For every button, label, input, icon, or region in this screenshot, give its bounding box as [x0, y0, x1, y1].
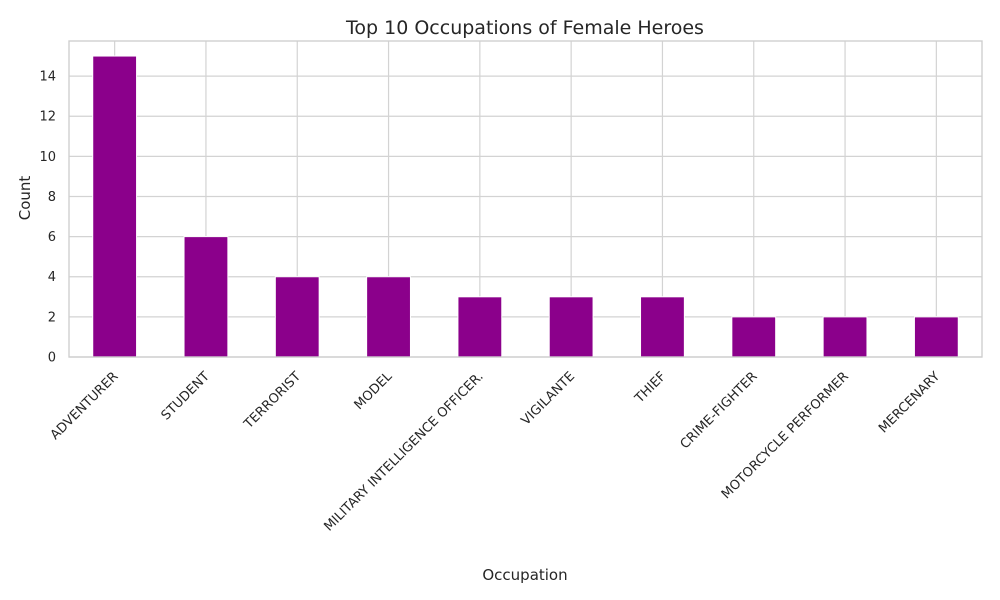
x-tick-label: CRIME-FIGHTER	[678, 369, 761, 452]
bar	[731, 316, 777, 358]
y-tick-label: 0	[48, 351, 56, 366]
bars	[92, 55, 959, 358]
chart-title: Top 10 Occupations of Female Heroes	[345, 17, 704, 39]
bar	[640, 296, 685, 358]
bar	[548, 296, 594, 358]
y-tick-label: 8	[48, 190, 56, 205]
x-tick-label: STUDENT	[159, 369, 213, 423]
y-axis-ticks: 0 2 4 6 8 10 12 14	[39, 70, 56, 366]
y-tick-label: 2	[48, 310, 56, 325]
y-tick-label: 4	[48, 270, 56, 285]
x-tick-label: THIEF	[632, 369, 670, 407]
bar	[366, 276, 411, 358]
bar	[913, 316, 959, 358]
y-tick-label: 12	[39, 110, 56, 125]
y-tick-label: 10	[39, 150, 56, 165]
y-axis-label: Count	[16, 176, 34, 221]
bar	[457, 296, 503, 358]
plot-frame	[68, 40, 983, 358]
x-tick-label: MILITARY INTELLIGENCE OFFICER.	[321, 369, 486, 534]
x-tick-label: MERCENARY	[876, 369, 943, 436]
x-tick-label: VIGILANTE	[519, 369, 578, 428]
bar	[183, 236, 229, 358]
x-tick-label: ADVENTURER	[48, 369, 122, 443]
bar	[274, 276, 320, 358]
x-axis-label: Occupation	[482, 566, 567, 584]
x-axis-ticks: ADVENTURER STUDENT TERRORIST MODELMILITARY …	[48, 369, 943, 535]
y-tick-label: 6	[48, 230, 56, 245]
x-tick-label: MODEL	[352, 369, 396, 413]
x-tick-label: TERRORIST	[241, 369, 304, 432]
bar	[822, 316, 868, 358]
bar	[92, 55, 138, 358]
y-tick-label: 14	[39, 70, 56, 85]
